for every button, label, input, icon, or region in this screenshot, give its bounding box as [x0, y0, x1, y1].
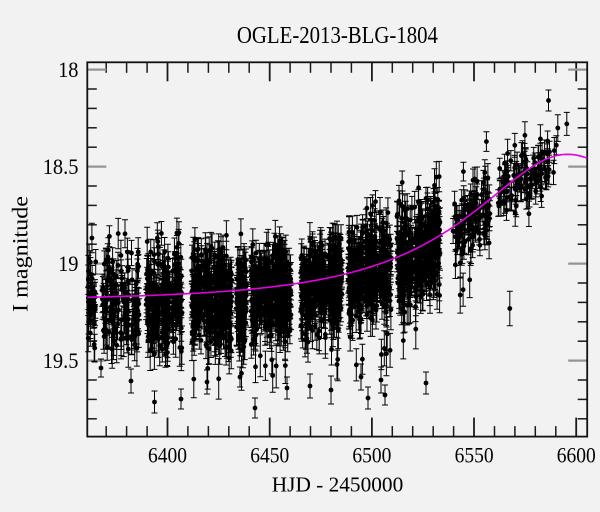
- svg-text:6550: 6550: [455, 443, 494, 468]
- svg-text:18: 18: [58, 57, 78, 82]
- svg-text:18.5: 18.5: [43, 154, 79, 179]
- svg-text:6500: 6500: [352, 443, 391, 468]
- svg-text:6400: 6400: [148, 443, 187, 468]
- svg-text:HJD - 2450000: HJD - 2450000: [272, 473, 404, 497]
- svg-text:6600: 6600: [557, 443, 596, 468]
- svg-text:I magnitude: I magnitude: [8, 196, 33, 312]
- svg-text:6450: 6450: [250, 443, 289, 468]
- svg-text:OGLE-2013-BLG-1804: OGLE-2013-BLG-1804: [237, 23, 438, 49]
- svg-text:19.5: 19.5: [43, 348, 79, 373]
- svg-text:19: 19: [58, 251, 78, 276]
